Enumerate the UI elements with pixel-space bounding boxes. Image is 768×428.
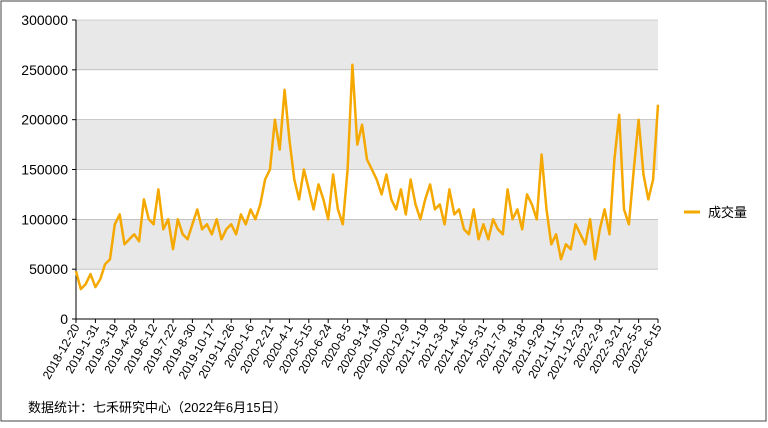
legend-label: 成交量 [708, 205, 747, 220]
y-tick-label: 100000 [21, 211, 68, 227]
grid-band [76, 20, 658, 70]
line-series [74, 63, 660, 291]
y-tick-label: 250000 [21, 62, 68, 78]
y-tick-label: 150000 [21, 162, 68, 178]
y-tick-label: 300000 [21, 12, 68, 28]
source-note: 数据统计：七禾研究中心（2022年6月15日） [28, 400, 287, 415]
y-tick-label: 200000 [21, 112, 68, 128]
y-tick-label: 50000 [29, 261, 68, 277]
y-tick-label: 0 [60, 311, 68, 327]
